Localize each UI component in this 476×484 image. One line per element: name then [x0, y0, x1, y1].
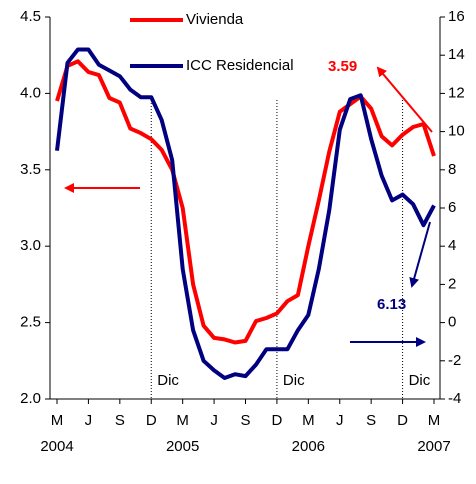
x-tick-label: M: [302, 412, 315, 429]
y2-tick-label: -4: [448, 390, 461, 407]
y2-tick-label: 8: [448, 161, 456, 178]
y-tick-label: 2.5: [20, 314, 41, 331]
y2-tick-label: 2: [448, 275, 456, 292]
arrow-vivienda-label: [376, 66, 433, 133]
legend-label: ICC Residencial: [186, 57, 294, 74]
x-tick-label: J: [210, 412, 218, 429]
year-label: 2004: [40, 438, 73, 455]
annotation: Dic: [157, 372, 179, 389]
series-line: [55, 47, 436, 380]
annotation: Dic: [283, 372, 305, 389]
y-tick-label: 2.0: [20, 390, 41, 407]
year-label: 2007: [417, 438, 450, 455]
year-label: 2005: [166, 438, 199, 455]
x-tick-label: D: [397, 412, 408, 429]
arrows: [64, 66, 433, 347]
annotation: Dic: [409, 372, 431, 389]
x-tick-label: J: [336, 412, 344, 429]
series-line: [55, 59, 436, 345]
x-tick-label: S: [366, 412, 376, 429]
y-tick-label: 3.0: [20, 237, 41, 254]
y2-tick-label: 12: [448, 84, 465, 101]
y2-tick-label: 0: [448, 314, 456, 331]
year-label: 2006: [292, 438, 325, 455]
x-tick-label: M: [428, 412, 441, 429]
value-label: 6.13: [377, 296, 406, 313]
x-tick-label: M: [176, 412, 189, 429]
x-tick-label: M: [51, 412, 64, 429]
x-tick-label: D: [146, 412, 157, 429]
y2-tick-label: -2: [448, 352, 461, 369]
x-tick-label: S: [240, 412, 250, 429]
y-tick-label: 4.5: [20, 8, 41, 25]
x-tick-label: J: [85, 412, 93, 429]
legend-label: Vivienda: [186, 11, 244, 28]
x-tick-label: D: [271, 412, 282, 429]
y-tick-label: 3.5: [20, 161, 41, 178]
y2-tick-label: 6: [448, 199, 456, 216]
y2-tick-label: 4: [448, 237, 456, 254]
y2-tick-label: 16: [448, 8, 465, 25]
y-tick-label: 4.0: [20, 84, 41, 101]
y2-tick-label: 14: [448, 46, 465, 63]
arrow-icc-label: [409, 221, 431, 288]
x-tick-label: S: [115, 412, 125, 429]
y2-tick-label: 10: [448, 123, 465, 140]
value-label: 3.59: [328, 58, 357, 75]
